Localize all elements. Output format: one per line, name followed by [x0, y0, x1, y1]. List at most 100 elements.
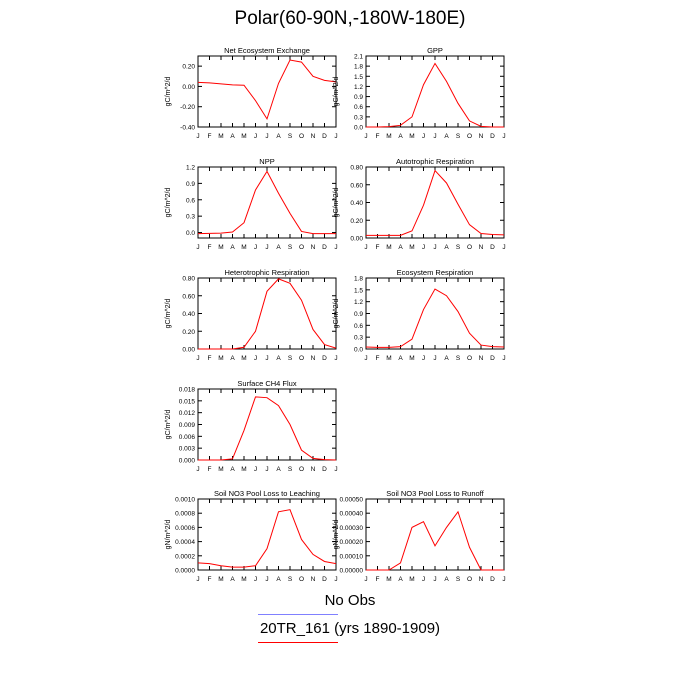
x-tick-label: N	[479, 244, 484, 251]
series-line	[365, 288, 505, 348]
y-tick-label: 0.012	[179, 410, 196, 417]
x-tick-label: J	[334, 244, 337, 251]
x-tick-label: A	[276, 466, 281, 473]
x-tick-label: M	[241, 355, 246, 362]
x-tick-label: A	[230, 133, 235, 140]
y-tick-label: 0.3	[354, 114, 363, 121]
y-tick-label: 0.003	[179, 446, 196, 453]
x-tick-label: D	[490, 133, 495, 140]
x-tick-label: A	[230, 466, 235, 473]
x-tick-label: O	[299, 133, 304, 140]
y-tick-label: 0.60	[182, 293, 195, 300]
y-tick-label: 0.6	[186, 197, 195, 204]
x-tick-label: J	[433, 576, 436, 583]
y-axis-label: gC/m^2/d	[333, 299, 340, 329]
x-tick-label: A	[444, 576, 449, 583]
x-tick-label: J	[334, 576, 337, 583]
x-tick-label: J	[364, 133, 367, 140]
x-tick-label: N	[311, 576, 316, 583]
y-axis-label: gC/m^2/d	[165, 410, 172, 440]
y-tick-label: 1.5	[354, 74, 363, 81]
y-tick-label: 1.2	[354, 299, 363, 306]
x-tick-label: N	[311, 355, 316, 362]
x-tick-label: J	[422, 133, 425, 140]
x-tick-label: J	[502, 133, 505, 140]
x-tick-label: N	[479, 576, 484, 583]
x-tick-label: M	[386, 355, 391, 362]
x-tick-label: J	[196, 133, 199, 140]
y-axis-label: gC/m^2/d	[165, 77, 172, 107]
x-tick-label: J	[433, 355, 436, 362]
x-tick-label: M	[409, 576, 414, 583]
x-tick-label: J	[502, 355, 505, 362]
y-tick-label: 0.40	[182, 311, 195, 318]
x-tick-label: S	[456, 244, 461, 251]
x-tick-label: N	[311, 244, 316, 251]
series-line	[197, 170, 336, 235]
x-tick-label: M	[241, 466, 246, 473]
x-tick-label: J	[364, 355, 367, 362]
x-tick-label: J	[334, 466, 337, 473]
y-tick-label: 0.0000	[175, 568, 195, 575]
y-tick-label: 0.00030	[340, 525, 364, 532]
x-tick-label: D	[322, 133, 327, 140]
x-tick-label: J	[422, 355, 425, 362]
x-tick-label: S	[456, 576, 461, 583]
panel-frame	[365, 498, 505, 571]
y-tick-label: -0.40	[180, 125, 195, 132]
panel-title: Net Ecosystem Exchange	[224, 46, 310, 55]
x-tick-label: J	[254, 466, 257, 473]
panel-frame	[197, 55, 337, 128]
x-tick-label: F	[376, 355, 380, 362]
y-tick-label: 0.9	[354, 94, 363, 101]
x-tick-label: A	[276, 355, 281, 362]
x-tick-label: S	[288, 576, 293, 583]
series-line	[366, 510, 504, 571]
y-tick-label: 0.20	[182, 64, 195, 71]
y-tick-label: 1.2	[186, 165, 195, 172]
x-tick-label: O	[467, 576, 472, 583]
x-tick-label: J	[364, 576, 367, 583]
panel-frame	[197, 277, 337, 350]
x-tick-label: D	[490, 355, 495, 362]
y-tick-label: 0.00020	[340, 539, 364, 546]
x-tick-label: A	[444, 133, 449, 140]
x-tick-label: M	[241, 133, 246, 140]
x-tick-label: D	[322, 244, 327, 251]
x-tick-label: N	[479, 355, 484, 362]
y-tick-label: 0.00	[182, 84, 195, 91]
x-tick-label: N	[311, 133, 316, 140]
panel-frame	[197, 498, 337, 571]
y-axis-label: gN/m^2/d	[165, 520, 172, 550]
y-tick-label: 1.8	[354, 64, 363, 71]
x-tick-label: O	[467, 355, 472, 362]
legend-obs-label: No Obs	[324, 592, 376, 609]
y-tick-label: 0.006	[179, 434, 196, 441]
y-tick-label: 2.1	[354, 54, 363, 61]
y-axis-label: gC/m^2/d	[333, 188, 340, 218]
x-tick-label: A	[276, 576, 281, 583]
series-line	[366, 62, 504, 128]
series-line	[198, 278, 337, 350]
x-tick-label: J	[265, 133, 268, 140]
panel-title: GPP	[427, 46, 443, 55]
x-tick-label: D	[322, 466, 327, 473]
y-tick-label: 0.00010	[340, 553, 364, 560]
y-tick-label: -0.20	[180, 104, 195, 111]
x-tick-label: J	[334, 355, 337, 362]
panel-title: NPP	[259, 157, 274, 166]
x-tick-label: F	[376, 576, 380, 583]
y-tick-label: 0.00	[182, 347, 195, 354]
x-tick-label: J	[364, 244, 367, 251]
panel-title: Surface CH4 Flux	[237, 379, 296, 388]
x-tick-label: O	[299, 576, 304, 583]
x-tick-label: O	[467, 244, 472, 251]
x-tick-label: J	[502, 576, 505, 583]
x-tick-label: J	[196, 576, 199, 583]
y-tick-label: 0.018	[179, 387, 196, 394]
x-tick-label: A	[398, 133, 403, 140]
y-tick-label: 0.3	[186, 214, 195, 221]
panel-title: Ecosystem Respiration	[397, 268, 474, 277]
x-tick-label: M	[241, 244, 246, 251]
